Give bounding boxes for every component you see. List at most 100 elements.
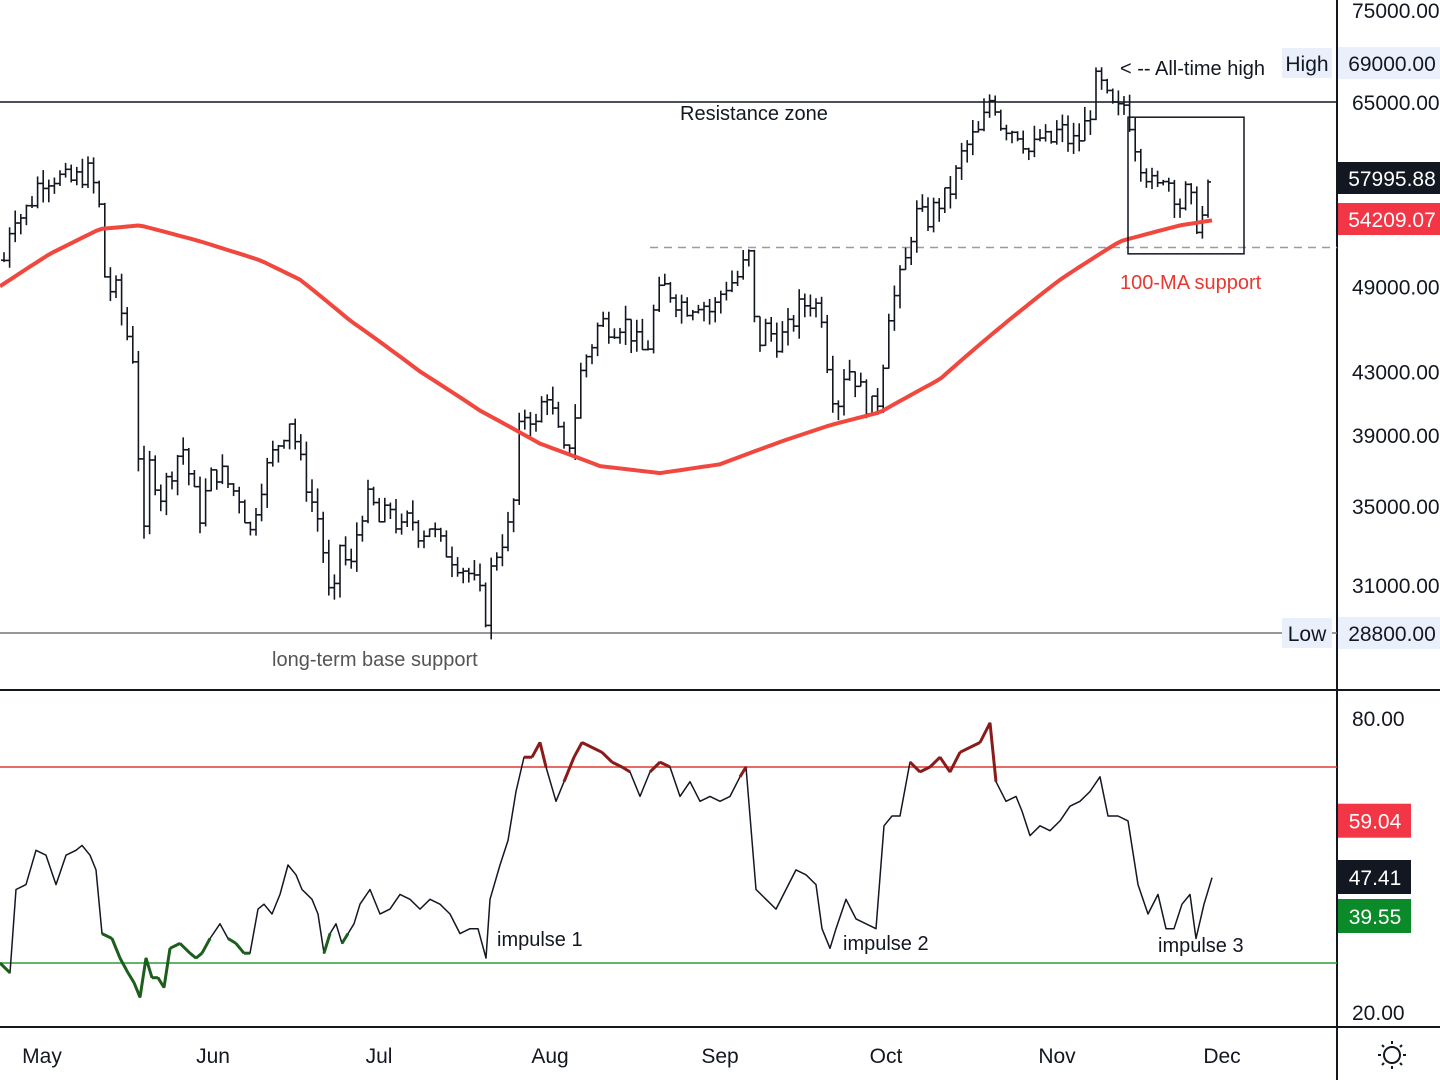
ohlc-bar	[852, 370, 859, 398]
osc-oversold-segment	[126, 972, 136, 984]
time-axis-label: Sep	[701, 1045, 738, 1068]
ohlc-bar	[1149, 167, 1155, 190]
ohlc-bar	[807, 294, 814, 317]
ohlc-bar	[51, 177, 58, 194]
ohlc-bar	[829, 355, 836, 413]
ohlc-bar	[1081, 106, 1088, 142]
ohlc-bar	[768, 316, 775, 342]
osc-tag-value: 39.55	[1349, 906, 1402, 929]
osc-oversold-segment	[189, 952, 197, 960]
ohlc-bar	[566, 444, 573, 454]
ohlc-bar	[902, 247, 909, 271]
osc-oversold-segment	[162, 948, 172, 988]
ohlc-bar	[12, 210, 19, 243]
ohlc-bar	[650, 304, 657, 354]
ohlc-bar	[757, 315, 763, 352]
ohlc-bar	[516, 412, 523, 505]
ohlc-bar	[297, 434, 304, 461]
ohlc-bar	[1098, 67, 1105, 90]
ohlc-bar	[762, 318, 769, 347]
osc-tag-box	[1338, 860, 1411, 894]
ohlc-bar	[818, 296, 825, 328]
ohlc-bar	[1121, 96, 1127, 115]
ohlc-bar	[813, 298, 819, 318]
annotation-impulse-1: impulse 1	[497, 929, 583, 951]
annotation-base-support: long-term base support	[272, 649, 478, 671]
ohlc-bar	[521, 409, 528, 430]
ohlc-bar	[941, 187, 948, 213]
ohlc-bar	[897, 265, 903, 309]
ohlc-bar	[253, 507, 259, 536]
ohlc-bar	[656, 276, 663, 313]
osc-overbought-segment	[738, 766, 748, 778]
price-tag-label: Low	[1288, 623, 1327, 646]
price-axis-tick-label: 43000.00	[1352, 362, 1440, 385]
ohlc-bar	[740, 250, 747, 280]
ohlc-bar	[639, 318, 646, 351]
osc-overbought-segment	[938, 756, 952, 773]
ohlc-bar	[1165, 177, 1172, 192]
ohlc-bar	[96, 180, 103, 208]
ohlc-bar	[667, 282, 674, 303]
price-axis-tick-label: 31000.00	[1352, 575, 1440, 598]
ohlc-bar	[325, 539, 332, 596]
ohlc-bar	[751, 249, 758, 323]
ohlc-bar	[488, 557, 495, 640]
ohlc-bar	[163, 472, 170, 516]
ohlc-bar	[471, 560, 478, 581]
osc-oversold-segment	[144, 957, 154, 979]
ohlc-bar	[981, 98, 987, 132]
ohlc-bar	[600, 311, 607, 327]
price-tag-box	[1338, 162, 1440, 194]
ohlc-bar	[6, 227, 13, 268]
ohlc-bar	[387, 502, 394, 519]
ohlc-bar	[499, 534, 506, 567]
osc-oversold-segment	[0, 961, 12, 974]
ohlc-bar	[174, 454, 181, 496]
ohlc-bar	[381, 497, 388, 523]
ohlc-bar	[73, 166, 80, 186]
price-tag-value: 69000.00	[1348, 53, 1436, 76]
ohlc-bar	[790, 315, 797, 332]
osc-tag-box	[1338, 899, 1411, 933]
ohlc-bar	[292, 418, 299, 450]
ohlc-bar	[773, 322, 780, 358]
osc-overbought-segment	[611, 760, 623, 769]
ohlc-bar	[393, 498, 399, 534]
ohlc-bar	[141, 445, 147, 539]
ohlc-bar	[723, 281, 730, 301]
annotation-resistance-zone: Resistance zone	[680, 103, 828, 125]
ohlc-bar	[1115, 90, 1122, 116]
ohlc-bar	[913, 200, 920, 253]
ohlc-bar	[353, 522, 360, 572]
ohlc-bar	[180, 437, 187, 465]
ohlc-bar	[1031, 125, 1038, 158]
ohlc-bar	[34, 176, 41, 209]
ohlc-bar	[404, 510, 411, 528]
ohlc-bar	[90, 157, 97, 194]
ohlc-bar	[124, 307, 131, 341]
osc-oversold-segment	[227, 937, 237, 945]
time-axis-label: Aug	[531, 1045, 568, 1068]
ohlc-bar	[684, 297, 691, 317]
ohlc-bar	[342, 536, 349, 566]
ohlc-bar	[213, 469, 220, 490]
ohlc-bar	[919, 194, 926, 212]
ohlc-bar	[62, 162, 69, 178]
sun-icon[interactable]	[1378, 1041, 1406, 1069]
ohlc-bar	[219, 454, 226, 485]
ohlc-bar	[577, 362, 584, 419]
ohlc-bar	[1137, 148, 1144, 182]
ohlc-bar	[880, 364, 887, 414]
price-tag-label-box	[1282, 618, 1332, 648]
ohlc-bar	[617, 327, 623, 344]
ohlc-bar	[225, 465, 231, 488]
osc-overbought-segment	[969, 741, 981, 749]
osc-overbought-segment	[978, 722, 992, 744]
ohlc-bar	[785, 307, 791, 346]
ohlc-bar	[1053, 120, 1060, 145]
ohlc-bar	[169, 471, 175, 490]
ohlc-bar	[510, 498, 517, 533]
osc-overbought-segment	[621, 765, 631, 774]
